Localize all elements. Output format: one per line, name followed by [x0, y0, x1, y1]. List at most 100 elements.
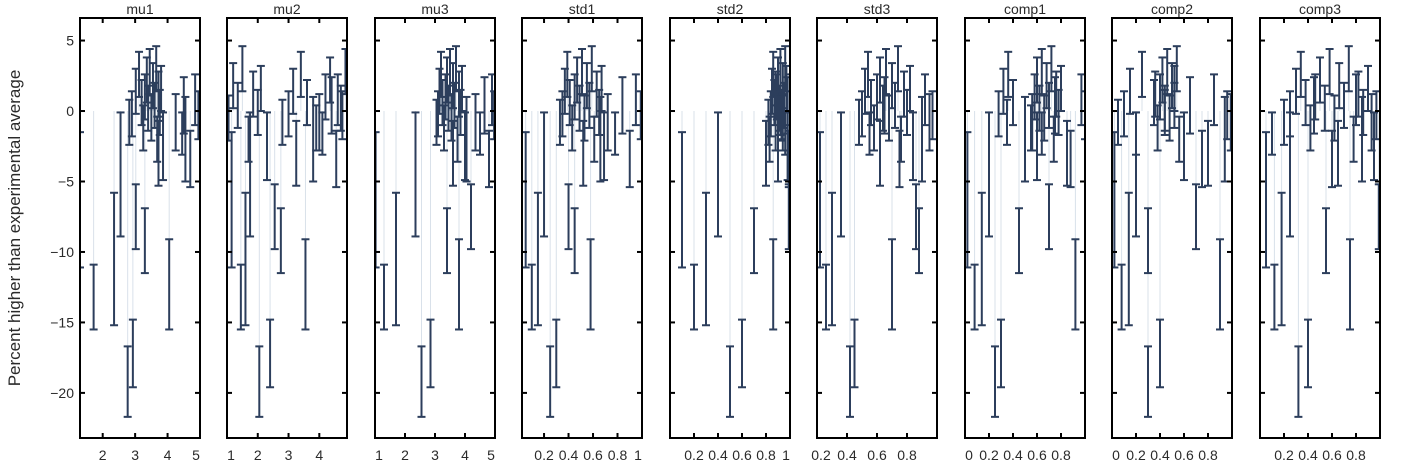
error-bar — [140, 207, 149, 275]
error-bar — [278, 98, 287, 146]
error-bar — [1322, 207, 1330, 275]
error-bar — [238, 45, 247, 93]
panel-title: std2 — [717, 1, 744, 17]
error-bar — [139, 104, 148, 152]
x-tick-label: 0.2 — [1126, 447, 1146, 463]
x-tick-label: 0 — [1112, 447, 1120, 463]
error-bar — [255, 345, 264, 418]
error-bar — [1328, 129, 1336, 189]
error-bar — [1311, 73, 1320, 121]
error-bar — [131, 183, 140, 251]
error-bar — [485, 129, 493, 189]
y-axis-label: Percent higher than experimental average — [5, 70, 24, 387]
panel-frame — [1111, 17, 1233, 439]
error-bar — [587, 45, 596, 93]
x-tick-label: 0.4 — [837, 447, 857, 463]
x-tick-label: 5 — [192, 447, 200, 463]
error-bar — [994, 90, 1003, 138]
x-tick-label: 0.4 — [708, 447, 728, 463]
x-tick-label: 0.6 — [867, 447, 887, 463]
error-bar — [1268, 111, 1276, 156]
panel-comp3: 0.2 0.4 0.6 0.8 comp3 — [1259, 1, 1381, 463]
error-bar — [846, 345, 854, 418]
error-bar — [1192, 183, 1200, 251]
x-tick-label: 0.2 — [534, 447, 554, 463]
error-bar — [596, 95, 605, 183]
panel-title: mu2 — [273, 1, 300, 17]
error-bar — [123, 345, 132, 418]
error-bar — [110, 191, 119, 327]
x-tick-label: 0.8 — [1198, 447, 1218, 463]
error-bar — [318, 111, 327, 156]
error-bar — [1294, 345, 1303, 418]
error-bar — [1144, 345, 1152, 418]
error-bar — [631, 73, 640, 127]
error-bar — [1132, 111, 1140, 156]
error-bar — [1180, 111, 1188, 182]
error-bar — [1186, 76, 1194, 135]
error-bar — [985, 111, 993, 238]
error-bar — [1334, 119, 1342, 187]
x-tick-label: 4 — [461, 447, 469, 463]
error-bar — [467, 183, 475, 251]
error-bar — [533, 191, 542, 327]
error-bar — [1114, 98, 1122, 146]
error-bar — [236, 263, 245, 331]
error-bar — [1304, 318, 1312, 389]
error-bar — [786, 73, 790, 127]
error-bar — [1138, 50, 1146, 98]
error-bar — [116, 111, 125, 238]
error-bar — [296, 50, 305, 98]
x-tick-label: 0.6 — [1027, 447, 1047, 463]
error-bar — [1277, 191, 1286, 327]
panel-marks — [1112, 45, 1232, 418]
error-bar — [233, 81, 242, 129]
error-bar — [702, 191, 710, 327]
error-bar — [888, 238, 896, 331]
error-bar — [850, 318, 859, 389]
error-bar — [1335, 62, 1344, 110]
error-bar — [527, 263, 536, 331]
error-bar — [1049, 115, 1058, 163]
error-bar — [777, 90, 786, 141]
error-bar — [546, 345, 555, 418]
error-bar — [332, 129, 341, 189]
error-bar — [1216, 238, 1224, 331]
error-bar — [1037, 48, 1046, 96]
error-bar — [462, 95, 471, 183]
error-bar — [303, 79, 311, 127]
error-bar — [1120, 90, 1128, 138]
error-bar — [417, 345, 426, 418]
error-bar — [726, 345, 734, 418]
error-bar — [186, 129, 195, 189]
x-tick-label: 1 — [634, 447, 642, 463]
x-tick-label: 1 — [782, 447, 790, 463]
x-tick-label: 0.8 — [756, 447, 776, 463]
y-tick-label: 5 — [66, 33, 74, 49]
error-bar — [865, 111, 874, 156]
error-bar — [564, 183, 573, 251]
panel-frame — [669, 17, 791, 439]
error-bar — [194, 90, 200, 141]
error-bar — [1124, 191, 1133, 327]
error-bar — [738, 318, 746, 389]
error-bar — [636, 90, 642, 141]
error-bar — [440, 104, 448, 152]
x-tick-label: 0.2 — [811, 447, 831, 463]
error-bar — [1270, 263, 1279, 331]
error-bar — [882, 48, 890, 96]
panel-comp2: 0 0.2 0.4 0.6 0.8 comp2 — [1111, 1, 1233, 463]
error-bar — [380, 263, 388, 331]
x-tick-label: 0.6 — [1174, 447, 1194, 463]
y-tick-label: −5 — [58, 173, 74, 189]
x-tick-label: 2 — [401, 447, 409, 463]
error-bar — [229, 62, 238, 110]
error-bar — [179, 76, 188, 135]
error-bar — [1320, 84, 1329, 132]
error-bar — [1170, 64, 1179, 113]
error-bar — [326, 56, 335, 104]
panel-std2: 0.2 0.4 0.6 0.8 1 std2 — [669, 1, 791, 463]
panel-title: comp1 — [1004, 1, 1046, 17]
error-bar — [579, 119, 588, 187]
panel-title: std3 — [864, 1, 891, 17]
